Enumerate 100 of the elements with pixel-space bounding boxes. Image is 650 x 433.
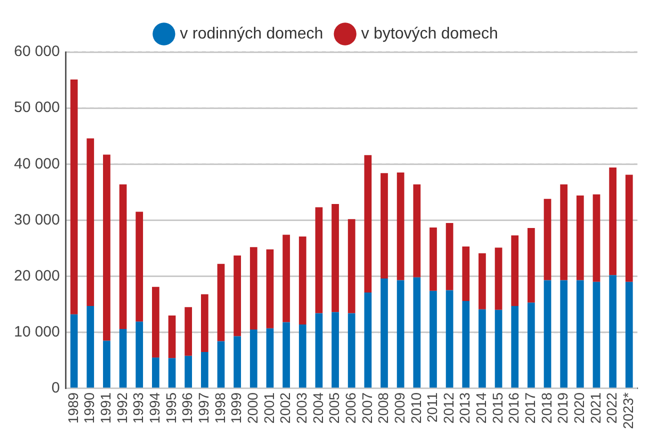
- x-tick-label: 2023*: [620, 392, 636, 429]
- bar: [119, 328, 127, 388]
- x-tick-label: 2021: [587, 392, 604, 424]
- bar: [103, 154, 110, 341]
- x-tick-label: 2003: [293, 392, 310, 424]
- x-tick-label: 2016: [506, 392, 522, 424]
- x-tick-label: 1993: [130, 392, 146, 424]
- bar: [348, 313, 356, 388]
- bar: [266, 328, 274, 388]
- y-tick-label: 0: [52, 380, 60, 397]
- bar: [494, 310, 502, 388]
- bar: [70, 314, 78, 388]
- bar: [413, 184, 421, 278]
- bar: [609, 275, 616, 388]
- bar: [625, 282, 633, 388]
- bar: [462, 246, 470, 301]
- x-tick-label: 2014: [473, 392, 490, 424]
- bar: [86, 138, 94, 306]
- bar: [332, 204, 339, 312]
- x-tick-label: 1996: [179, 392, 196, 424]
- x-tick-label: 2007: [358, 392, 375, 424]
- bar: [315, 207, 323, 314]
- bar: [184, 356, 192, 388]
- bar: [217, 341, 225, 388]
- bar: [544, 198, 552, 280]
- bar: [478, 309, 486, 388]
- x-tick-label: 1990: [81, 392, 98, 424]
- x-tick-label: 1994: [146, 392, 163, 424]
- bar: [446, 290, 454, 388]
- bar: [396, 280, 404, 388]
- y-tick-label: 10 000: [14, 323, 60, 340]
- bar: [266, 249, 274, 328]
- bar: [136, 212, 144, 322]
- bar: [119, 184, 127, 329]
- x-tick-label: 1991: [98, 392, 114, 424]
- y-tick-label: 60 000: [14, 43, 60, 60]
- x-tick-label: 2009: [391, 392, 408, 424]
- bar: [430, 227, 437, 291]
- y-tick-label: 40 000: [14, 155, 60, 172]
- x-tick-label: 1999: [228, 392, 244, 424]
- x-tick-label: 2022: [604, 392, 620, 424]
- bar: [364, 292, 372, 388]
- bar: [168, 358, 176, 388]
- x-tick-label: 2001: [260, 392, 277, 424]
- x-tick-label: 2005: [326, 392, 342, 424]
- bar: [315, 313, 323, 388]
- bar: [250, 330, 258, 388]
- bar: [462, 300, 470, 388]
- x-tick-label: 2015: [489, 392, 506, 424]
- x-tick-label: 1992: [114, 392, 130, 424]
- x-tick-label: 2019: [554, 392, 571, 424]
- bar: [396, 172, 404, 280]
- bar: [250, 247, 258, 330]
- bar: [609, 168, 616, 276]
- bar: [136, 322, 144, 388]
- x-tick-label: 1995: [162, 392, 179, 424]
- bar: [380, 278, 388, 388]
- bar: [200, 352, 208, 388]
- bar: [430, 290, 437, 388]
- x-tick-label: 2013: [456, 392, 473, 424]
- bar: [592, 194, 600, 282]
- bar: [576, 280, 584, 388]
- bar: [576, 196, 584, 280]
- bar: [184, 307, 192, 356]
- x-tick-label: 2002: [277, 392, 294, 424]
- bar: [152, 358, 160, 388]
- x-tick-label: 2020: [571, 392, 588, 424]
- x-tick-label: 2004: [310, 392, 326, 424]
- bar: [528, 228, 535, 303]
- bar: [560, 184, 568, 280]
- bar: [494, 248, 502, 310]
- x-tick-label: 2006: [342, 392, 358, 424]
- x-tick-label: 2012: [440, 392, 456, 424]
- bar: [528, 302, 535, 388]
- bar: [511, 306, 519, 388]
- bar: [625, 174, 633, 282]
- bar: [103, 340, 110, 388]
- x-tick-label: 2008: [375, 392, 392, 424]
- bar: [446, 223, 454, 290]
- bar: [380, 173, 388, 279]
- x-tick-label: 1997: [196, 392, 212, 424]
- y-tick-label: 30 000: [14, 211, 60, 228]
- bar: [298, 236, 306, 324]
- bar: [511, 235, 519, 306]
- bar: [364, 155, 372, 293]
- bar: [234, 336, 241, 388]
- x-tick-label: 2010: [408, 392, 424, 424]
- bar: [348, 219, 356, 314]
- y-tick-label: 50 000: [14, 99, 60, 116]
- bar: [592, 282, 600, 388]
- bar: [234, 256, 241, 336]
- x-tick-label: 2017: [522, 392, 538, 424]
- x-tick-label: 2018: [538, 392, 554, 424]
- bar: [560, 280, 568, 388]
- x-tick-label: 1989: [64, 392, 81, 424]
- legend-label: v bytových domech: [361, 25, 498, 42]
- x-tick-label: 1998: [212, 392, 228, 424]
- bar: [217, 264, 225, 342]
- bar: [70, 79, 78, 314]
- bar: [86, 306, 94, 388]
